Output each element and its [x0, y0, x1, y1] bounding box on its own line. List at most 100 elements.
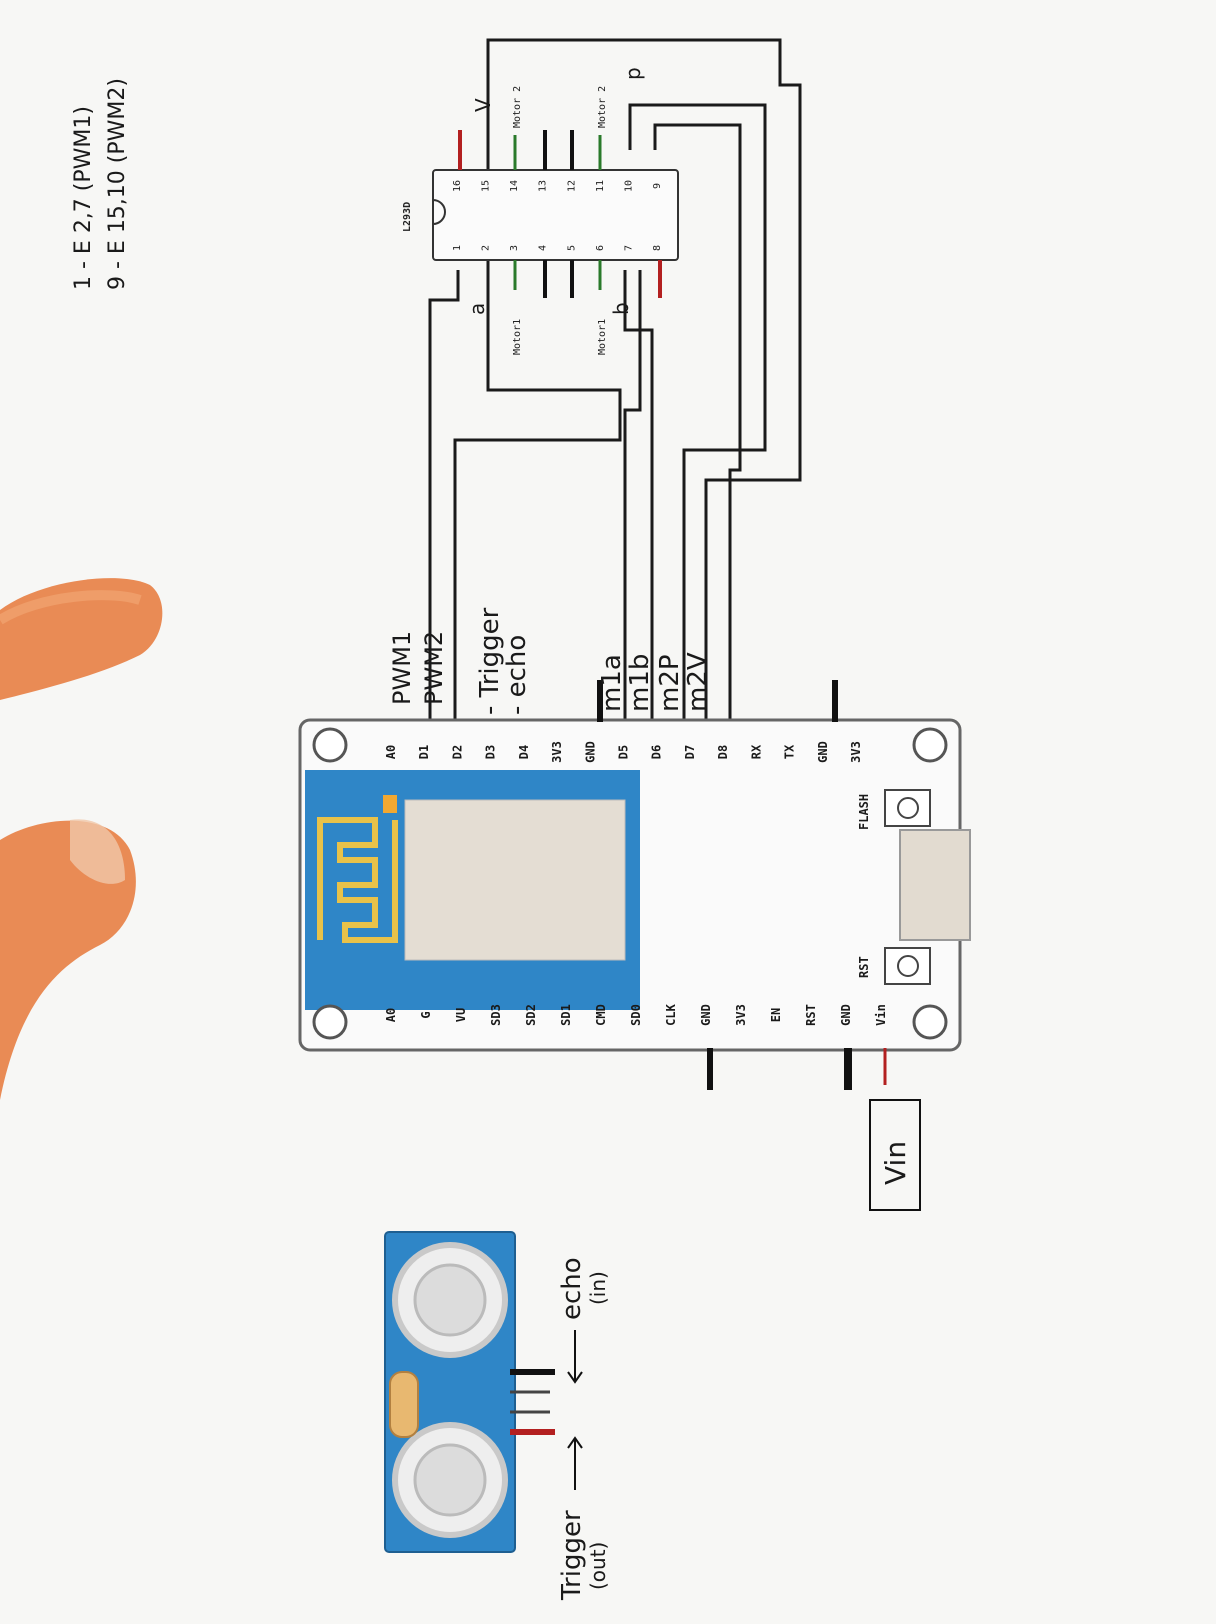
pin-label: D2	[450, 745, 464, 759]
pin-label: GND	[583, 741, 597, 763]
label-echo: - echo	[502, 635, 532, 715]
pin-label: 9	[652, 183, 663, 189]
label-pwm2: PWM2	[420, 631, 448, 705]
wire-pwm1	[428, 270, 460, 735]
label-m2v: m2V	[683, 652, 713, 712]
vin-label: Vin	[879, 1141, 912, 1185]
rst-button: RST	[857, 947, 931, 985]
pin-label: 15	[481, 180, 492, 192]
chip-label-b: b	[609, 302, 633, 315]
trigger-sub-label: (out)	[586, 1542, 610, 1590]
echo-arrow	[567, 1330, 583, 1384]
wire-m2p	[628, 103, 767, 735]
esp-pins-top: A0 D1 D2 D3 D4 3V3 GND D5 D6 D7 D8 RX TX GND 3V3	[384, 741, 863, 763]
motor2-label-a: Motor 2	[512, 86, 523, 128]
usb-connector	[899, 829, 971, 941]
label-m2p: m2P	[655, 654, 685, 712]
pin-label: 7	[623, 245, 634, 251]
pin-label: D8	[716, 745, 730, 759]
pin-label: GND	[699, 1004, 713, 1026]
pin-label: 6	[595, 245, 606, 251]
pin-label: D6	[650, 745, 664, 759]
status-led	[383, 795, 397, 813]
pin-label: Vin	[874, 1004, 888, 1026]
pin-label: 1	[452, 245, 463, 251]
pin-label: CMD	[594, 1004, 608, 1026]
wire-m1a	[623, 270, 642, 735]
label-trigger: - Trigger	[475, 607, 505, 715]
pin-label: A0	[384, 1008, 398, 1022]
mount-hole	[912, 727, 948, 763]
pin-label: 13	[538, 180, 549, 192]
pin-label: D4	[517, 745, 531, 759]
rst-button-label: RST	[857, 956, 871, 978]
trigger-label: Trigger	[557, 1510, 587, 1601]
pin-label: SD2	[524, 1004, 538, 1026]
trigger-arrow	[567, 1436, 583, 1490]
motor2-label-b: Motor 2	[597, 86, 608, 128]
crystal	[389, 1371, 419, 1438]
pin-label: 12	[566, 180, 577, 192]
pin-label: GND	[839, 1004, 853, 1026]
pin-label: G	[419, 1011, 433, 1018]
pin-label: 14	[509, 180, 520, 192]
pin-label: 4	[538, 245, 549, 251]
wire-m2v	[704, 60, 802, 735]
echo-label: echo	[557, 1257, 587, 1320]
wire-d8	[653, 123, 742, 735]
motor1-label-a: Motor1	[512, 319, 523, 355]
esp-pins-bottom: A0 G VU SD3 SD2 SD1 CMD SD0 CLK GND 3V3 EN RST GND Vin	[384, 1003, 888, 1025]
note-line-2: 9 - E 15,10 (PWM2)	[105, 78, 130, 290]
pin-label: GND	[816, 741, 830, 763]
chip-label-a: a	[465, 303, 489, 315]
pin-label: D3	[484, 745, 498, 759]
pin-label: TX	[783, 744, 797, 759]
flash-button-label: FLASH	[857, 794, 871, 830]
chip-label-p: p	[621, 67, 645, 80]
vin-box: Vin	[869, 1099, 921, 1211]
mount-hole	[912, 1004, 948, 1040]
esp8266-board: FLASH RST A0 D1 D2 D3 D4 3V3 GND D5 D6 D7 D8 RX TX GN…	[298, 680, 971, 1090]
pin-label: 3	[509, 245, 520, 251]
motor1-label-b: Motor1	[597, 319, 608, 355]
pin-label: 11	[595, 180, 606, 192]
pin-label: 3V3	[550, 741, 564, 763]
pin-label: 16	[452, 180, 463, 192]
finger-bottom	[0, 819, 136, 1100]
label-m1b: m1b	[625, 654, 655, 712]
pin-label: RST	[804, 1004, 818, 1026]
ultrasonic-sensor: echo (in) Trigger (out)	[384, 1231, 610, 1601]
wire-pwm2	[453, 38, 782, 735]
pin-label: 5	[566, 245, 577, 251]
pwm-notes: 1 - E 2,7 (PWM1) 9 - E 15,10 (PWM2)	[71, 78, 130, 290]
flash-button: FLASH	[857, 789, 931, 830]
note-line-1: 1 - E 2,7 (PWM1)	[71, 106, 96, 290]
chip-name: L293D	[402, 202, 413, 232]
pin-label: 10	[623, 180, 634, 192]
pin-label: SD1	[559, 1004, 573, 1026]
pin-label: A0	[384, 745, 398, 759]
pin-label: D1	[417, 745, 431, 759]
pin-label: 8	[652, 245, 663, 251]
chip-pins-left: 1 2 3 4 5 6 7 8	[452, 245, 663, 251]
pin-label: SD3	[489, 1004, 503, 1026]
mount-hole	[312, 1004, 348, 1040]
chip-pins-right: 16 15 14 13 12 11 10 9	[452, 180, 663, 192]
pin-label: SD0	[629, 1004, 643, 1026]
pin-label: D5	[617, 745, 631, 759]
mount-hole	[312, 727, 348, 763]
chip-label-v: V	[471, 98, 495, 112]
module-shield	[404, 799, 626, 961]
pin-label: 3V3	[734, 1004, 748, 1026]
finger-top	[0, 578, 163, 700]
esp-wire-labels: PWM1 PWM2 - Trigger - echo m1a m1b m2P m…	[388, 607, 713, 715]
antenna-trace	[317, 817, 398, 943]
wire-bundle	[428, 38, 802, 735]
pin-label: CLK	[664, 1003, 678, 1025]
label-m1a: m1a	[597, 654, 627, 712]
label-pwm1: PWM1	[388, 631, 416, 705]
pin-label: 3V3	[849, 741, 863, 763]
